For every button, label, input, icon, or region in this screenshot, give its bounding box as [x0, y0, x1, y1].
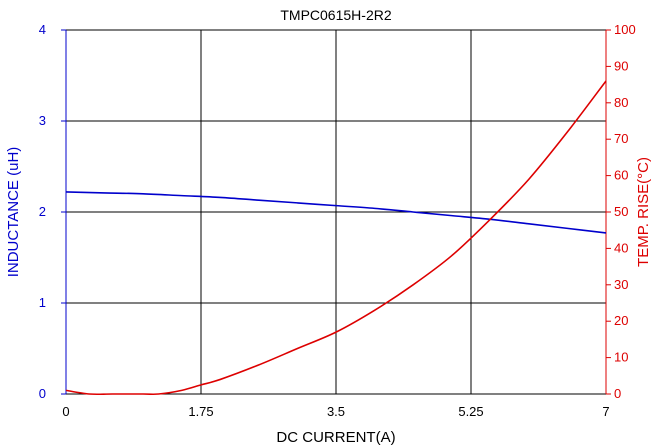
x-tick-label: 1.75	[188, 404, 213, 419]
right-tick-label: 20	[614, 313, 628, 328]
left-axis-ticks: 0 1 2 3 4	[39, 22, 66, 401]
right-tick-label: 50	[614, 204, 628, 219]
x-tick-label: 0	[62, 404, 69, 419]
inductance-series-line	[65, 191, 607, 234]
left-tick-label: 2	[39, 204, 46, 219]
chart-title: TMPC0615H-2R2	[280, 7, 391, 23]
right-axis-title: TEMP. RISE(°C)	[635, 157, 652, 267]
left-tick-label: 0	[39, 386, 46, 401]
right-tick-label: 70	[614, 131, 628, 146]
right-tick-label: 100	[614, 22, 636, 37]
x-tick-label: 5.25	[458, 404, 483, 419]
right-tick-label: 60	[614, 168, 628, 183]
right-tick-label: 80	[614, 95, 628, 110]
right-axis-ticks: 0 10 20 30 40 50 60 70 80 90 100	[606, 22, 636, 401]
right-tick-label: 10	[614, 350, 628, 365]
left-tick-label: 3	[39, 113, 46, 128]
x-tick-label: 7	[602, 404, 609, 419]
x-axis-title: DC CURRENT(A)	[276, 429, 395, 446]
right-tick-label: 30	[614, 277, 628, 292]
grid	[66, 30, 606, 394]
series-layer	[65, 80, 607, 396]
x-tick-label: 3.5	[327, 404, 345, 419]
left-tick-label: 4	[39, 22, 46, 37]
right-tick-label: 0	[614, 386, 621, 401]
temperature-series-line	[65, 80, 607, 396]
left-tick-label: 1	[39, 295, 46, 310]
right-tick-label: 90	[614, 58, 628, 73]
x-axis-ticks: 0 1.75 3.5 5.25 7	[62, 404, 609, 419]
right-tick-label: 40	[614, 240, 628, 255]
left-axis-title: INDUCTANCE (uH)	[5, 147, 22, 278]
